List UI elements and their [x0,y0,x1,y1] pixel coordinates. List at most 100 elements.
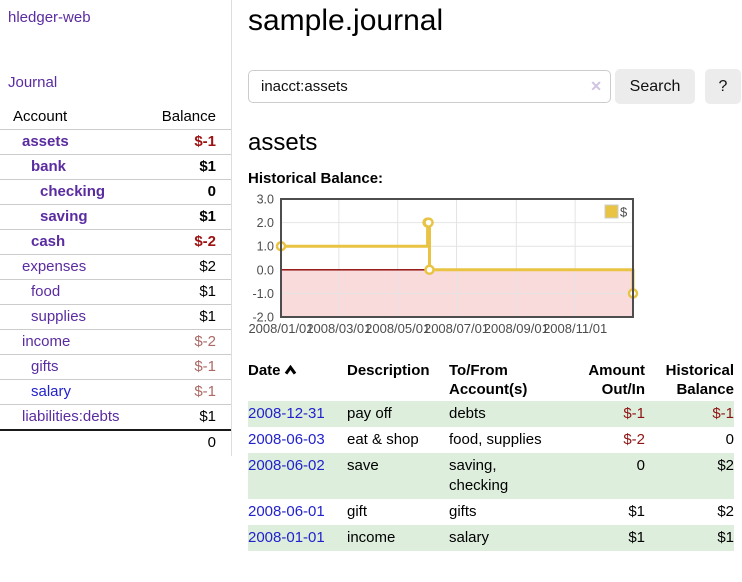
account-link-saving[interactable]: saving [40,208,88,225]
account-heading: assets [248,129,318,156]
register-col-description: Description [347,362,430,379]
chart-title: Historical Balance: [248,170,384,187]
account-link-supplies[interactable]: supplies [31,308,87,325]
register-amount: $1 [628,503,645,520]
register-date-link[interactable]: 2008-06-02 [248,457,325,474]
register-row: 2008-12-31 pay off debts $-1 $-1 [248,401,734,427]
sidebar-item-journal[interactable]: Journal [8,74,58,91]
svg-text:0.0: 0.0 [257,263,274,277]
account-link-income[interactable]: income [22,333,71,350]
svg-text:$: $ [620,205,628,220]
svg-text:1.0: 1.0 [257,240,274,254]
search-button[interactable]: Search [615,69,695,104]
search-form: ✕ Search ? [248,69,742,104]
account-balance: 0 [207,183,216,200]
account-row: cash $-2 [0,229,231,255]
register-date-link[interactable]: 2008-12-31 [248,405,325,422]
svg-text:2008/03/01: 2008/03/01 [306,321,371,336]
register-accounts: gifts [449,503,477,520]
svg-text:2008/07/01: 2008/07/01 [424,321,489,336]
accounts-total-row: 0 [0,430,231,455]
account-link-expenses[interactable]: expenses [22,258,87,275]
accounts-total-value: 0 [207,434,216,451]
register-balance: $2 [717,457,734,474]
register-accounts: food, supplies [449,431,542,448]
register-balance: $1 [717,529,734,546]
register-description: gift [347,503,368,520]
register-description: income [347,529,396,546]
accounts-table: Account Balance assets $-1 bank $1 checking 0… [0,105,231,455]
historical-balance-chart: 3.0 2.0 1.0 0.0 -1.0 -2.0 2008/01/01 2008/03/01… [248,193,742,338]
page-title: sample.journal [248,4,444,37]
svg-text:3.0: 3.0 [257,193,274,207]
register-balance: 0 [725,431,734,448]
register-date-link[interactable]: 2008-06-03 [248,431,325,448]
account-row: gifts $-1 [0,354,231,380]
account-link-gifts[interactable]: gifts [31,358,59,375]
register-date-link[interactable]: 2008-01-01 [248,529,325,546]
register-description: pay off [347,405,392,422]
search-input[interactable] [248,70,611,103]
account-link-liabilities-debts[interactable]: liabilities:debts [22,408,120,425]
account-link-cash[interactable]: cash [31,233,66,250]
clear-search-icon[interactable]: ✕ [590,78,602,94]
account-link-checking[interactable]: checking [40,183,106,200]
account-link-salary[interactable]: salary [31,383,72,400]
register-amount: $-2 [623,431,645,448]
register-description: save [347,457,379,474]
register-col-date[interactable]: Date [248,359,347,401]
account-row: salary $-1 [0,379,231,405]
account-row: assets $-1 [0,129,231,155]
accounts-header-row: Account Balance [0,105,231,130]
account-balance: $1 [199,308,216,325]
register-row: 2008-06-01 gift gifts $1 $2 [248,499,734,525]
sidebar: hledger-web Journal Account Balance asse… [0,0,232,456]
register-row: 2008-06-02 save saving, checking 0 $2 [248,453,734,499]
register-col-accounts: To/From Account(s) [449,362,528,398]
register-header-row: Date Description To/From Account(s) Amou… [248,359,734,401]
register-balance: $-1 [712,405,734,422]
svg-text:2008/01/01: 2008/01/01 [248,321,313,336]
svg-text:2008/09/01: 2008/09/01 [484,321,549,336]
account-link-bank[interactable]: bank [31,158,67,175]
register-amount: $-1 [623,405,645,422]
help-button[interactable]: ? [705,69,741,104]
register-col-balance: Historical Balance [665,362,734,398]
register-amount: 0 [636,457,645,474]
account-balance: $1 [199,208,216,225]
date-header-label: Date [248,362,281,379]
account-balance: $-1 [194,383,216,400]
account-row: supplies $1 [0,304,231,330]
register-row: 2008-01-01 income salary $1 $1 [248,525,734,551]
sort-ascending-icon [284,364,296,375]
account-row: liabilities:debts $1 [0,404,231,431]
account-balance: $-2 [194,233,216,250]
svg-text:2.0: 2.0 [257,216,274,230]
account-row: saving $1 [0,204,231,230]
account-link-assets[interactable]: assets [22,133,69,150]
account-balance: $1 [199,408,216,425]
register-row: 2008-06-03 eat & shop food, supplies $-2 0 [248,427,734,453]
account-balance: $1 [199,158,216,175]
register-balance: $2 [717,503,734,520]
register-accounts: saving, checking [449,457,509,494]
account-balance: $-1 [194,358,216,375]
main-content: sample.journal ✕ Search ? assets Histori… [248,0,742,551]
account-link-food[interactable]: food [31,283,61,300]
app-brand-link[interactable]: hledger-web [8,9,91,26]
svg-text:-1.0: -1.0 [252,287,274,301]
register-amount: $1 [628,529,645,546]
search-box: ✕ [248,70,611,103]
svg-text:2008/11/01: 2008/11/01 [543,321,607,336]
account-balance: $1 [199,283,216,300]
register-table: Date Description To/From Account(s) Amou… [248,359,734,551]
register-date-link[interactable]: 2008-06-01 [248,503,325,520]
register-col-amount: Amount Out/In [588,362,645,398]
svg-text:2008/05/01: 2008/05/01 [365,321,430,336]
account-row: bank $1 [0,154,231,180]
account-row: food $1 [0,279,231,305]
register-accounts: debts [449,405,486,422]
accounts-total-spacer [0,430,146,455]
account-balance: $-1 [194,133,216,150]
register-accounts: salary [449,529,490,546]
